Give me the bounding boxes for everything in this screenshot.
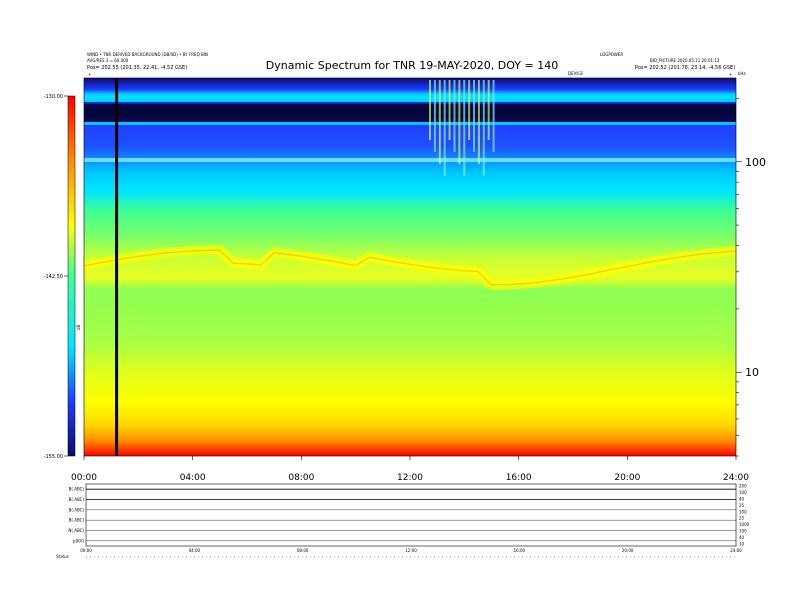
colorbar-tick-label: -155.00 xyxy=(44,454,63,460)
lower-row-label: B(.ABC) xyxy=(69,497,85,502)
lower-x-tick: 16:00 xyxy=(514,548,526,553)
lower-right-tick: 40 xyxy=(739,535,745,540)
lower-row-label: B(.ABC) xyxy=(69,487,85,492)
lower-x-tick: 08:00 xyxy=(297,548,309,553)
header-top-right-marker: + xyxy=(729,72,732,77)
colorbar-label: dB xyxy=(76,324,81,330)
lower-x-tick: 00:00 xyxy=(80,548,92,553)
spectral-band xyxy=(84,96,736,102)
lower-x-tick: 12:00 xyxy=(405,548,417,553)
lower-row-label: B(.ABC) xyxy=(69,507,85,512)
lower-x-tick: 04:00 xyxy=(189,548,201,553)
y-axis-ticks: 10 100 xyxy=(736,98,766,457)
spectral-band xyxy=(84,122,736,125)
burst-streak xyxy=(477,80,480,164)
lower-x-tick: 20:00 xyxy=(622,548,634,553)
x-tick-label: 04:00 xyxy=(180,473,206,483)
lower-right-tick: 1000 xyxy=(739,522,750,527)
header-left-line2: AVG/RES 3 = 60.000 xyxy=(87,58,129,63)
lower-right-tick: 40 xyxy=(739,496,745,501)
lower-right-tick: 10 xyxy=(739,542,745,547)
lower-right-tick: 100 xyxy=(739,490,747,495)
colorbar-ticks: -130.00 -142.50 -155.00 xyxy=(44,94,68,460)
burst-streak xyxy=(453,80,456,152)
lower-panel-frame xyxy=(85,483,737,547)
burst-streak xyxy=(443,80,446,176)
header-top-left-marker: + xyxy=(88,72,91,77)
burst-streak xyxy=(429,80,432,140)
header-left-line1: WIND • TNR DERIVED BACKGROUND (DB/SD) • … xyxy=(87,52,208,57)
x-tick-label: 12:00 xyxy=(397,473,423,483)
burst-streak xyxy=(433,80,436,152)
lower-right-tick: 100 xyxy=(739,529,747,534)
header-left-line3: Pos= 202.55 (201.35, 22.41, -4.52 GSE) xyxy=(87,65,187,71)
header-center-label: DEVICE xyxy=(568,71,583,76)
x-tick-label: 20:00 xyxy=(614,473,640,483)
header-right-line2: BID_PICTURE 2020.05.11 20:01:13 xyxy=(650,58,720,63)
header-right-line3: Pos= 202.52 (201.78, 23.14, -4.56 GSE) xyxy=(635,65,735,71)
colorbar xyxy=(67,95,76,457)
lower-row-label: N(.ABC) xyxy=(68,528,84,533)
y-tick-label: 10 xyxy=(745,366,759,379)
spectrogram-panel xyxy=(83,77,737,457)
burst-streak xyxy=(473,80,476,152)
colorbar-tick-label: -142.50 xyxy=(44,274,63,280)
lower-right-tick: 200 xyxy=(739,484,747,489)
burst-streak xyxy=(492,80,495,152)
spectrogram-features xyxy=(83,78,737,456)
burst-streak xyxy=(487,80,490,140)
burst-streak xyxy=(448,80,451,140)
burst-streak xyxy=(438,80,441,164)
spectral-band xyxy=(84,158,736,162)
burst-streak xyxy=(468,80,471,140)
lower-footer-label: Status xyxy=(56,554,69,559)
x-tick-label: 16:00 xyxy=(506,473,532,483)
header-top-right-corner: kHz xyxy=(738,71,745,76)
lower-row-label: B(.ABC) xyxy=(69,518,85,523)
x-tick-label: 00:00 xyxy=(71,473,97,483)
colorbar-tick-label: -130.00 xyxy=(44,94,63,100)
x-tick-label: 24:00 xyxy=(723,473,749,483)
header-right-line1: LOGPOWER xyxy=(600,52,623,57)
y-tick-label: 100 xyxy=(745,156,766,169)
lower-x-tick: 24:00 xyxy=(730,548,742,553)
lower-right-tick: 25 xyxy=(739,503,745,508)
lower-right-tick: 100 xyxy=(739,509,747,514)
lower-row-label: p(KV) xyxy=(73,538,84,543)
chart-title: Dynamic Spectrum for TNR 19-MAY-2020, DO… xyxy=(266,59,558,72)
lower-right-tick: 25 xyxy=(739,516,745,521)
x-tick-label: 08:00 xyxy=(288,473,314,483)
spectral-band xyxy=(84,104,736,122)
plasma-line-core xyxy=(83,249,737,286)
burst-streak xyxy=(482,80,485,176)
burst-streak xyxy=(458,80,461,164)
x-axis-ticks: 00:00 04:00 08:00 12:00 16:00 20:00 24:00 xyxy=(71,456,749,483)
burst-streak xyxy=(463,80,466,176)
lower-panel: B(.ABC) B(.ABC) B(.ABC) B(.ABC) N(.ABC) p(KV)… xyxy=(56,484,750,560)
